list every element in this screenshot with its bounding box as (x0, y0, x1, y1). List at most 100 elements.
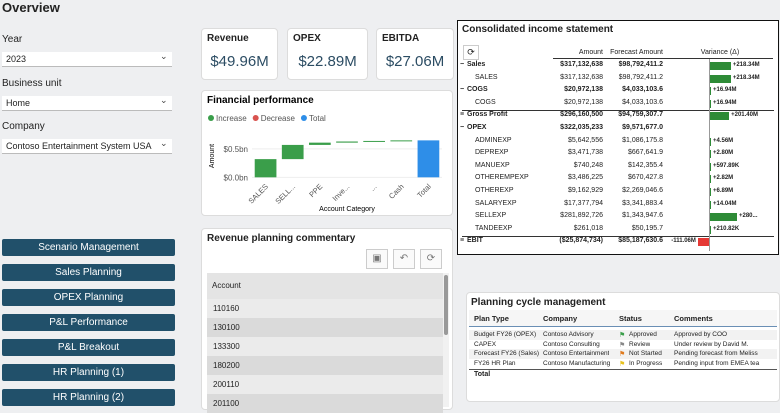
variance-bar (709, 74, 731, 83)
page-title: Overview (2, 0, 60, 15)
variance-label: +2.80M (713, 150, 734, 157)
financial-performance-card: Financial performance Increase Decrease Tot… (201, 90, 453, 216)
variance-bar (709, 200, 711, 209)
row-label: EBIT (467, 237, 483, 245)
row-label: OTHEREXP (475, 187, 514, 194)
status-cell: Not Started (629, 350, 662, 357)
row-rule (462, 236, 774, 238)
toolbar-button[interactable]: ↶ (393, 249, 415, 269)
forecast-cell: $9,571,677.0 (622, 124, 663, 131)
kpi-card: EBITDA $27.06M (376, 28, 454, 80)
amount-cell: $322,035,233 (560, 124, 603, 131)
kpi-value: $49.96M (210, 53, 269, 70)
refresh-icon[interactable]: ⟳ (463, 45, 479, 60)
account-cell: 200110 (213, 380, 240, 389)
status-flag: ⚑ (619, 351, 626, 358)
variance-bar (709, 175, 711, 184)
waterfall-chart: Financial performance Increase Decrease Tot… (207, 95, 442, 213)
variance-label: +280... (739, 213, 758, 220)
comment-cell: Pending input from EMEA tea (674, 359, 760, 367)
comment-table: Account 110160 130100 133300 180200 200110 201… (207, 273, 443, 413)
column-header: Forecast Amount (610, 49, 663, 56)
legend-label: Increase (216, 114, 247, 123)
scrollbar (443, 273, 449, 407)
forecast-cell: $1,343,947.6 (622, 212, 663, 220)
variance-label: +6.89M (713, 188, 734, 194)
forecast-cell: $4,033,103.6 (622, 98, 663, 106)
row-label: SELLEXP (475, 212, 507, 220)
amount-cell: $3,486,225 (567, 174, 603, 182)
y-tick-label: $0.0bn (224, 173, 248, 182)
dropdown[interactable]: Contoso Entertainment System USA (2, 139, 172, 154)
dropdown-chevron: ⌄ (160, 138, 168, 148)
header-rule (553, 58, 773, 59)
nav-button[interactable]: Sales Planning (2, 264, 175, 281)
variance-bar (709, 150, 711, 159)
toolbar-button[interactable]: ▣ (366, 249, 388, 269)
variance-bar (709, 188, 711, 196)
nav-button[interactable]: HR Planning (2) (2, 389, 175, 406)
kpi-label: Revenue (207, 33, 249, 44)
forecast-cell: $1,086,175.8 (622, 136, 663, 144)
variance-label: +14.04M (713, 200, 737, 207)
row-band (469, 339, 777, 349)
table-title: Consolidated income statement (462, 24, 614, 35)
y-tick-label: $0.5bn (224, 145, 248, 154)
total-rule (469, 369, 777, 370)
plan-cell: FY26 HR Plan (474, 359, 516, 367)
dropdown-chevron: ⌄ (160, 95, 168, 105)
bar (254, 159, 277, 178)
legend-dot (252, 115, 259, 121)
account-cell: 201100 (213, 399, 240, 408)
dropdown[interactable]: 2023 (2, 52, 172, 67)
variance-label: +2.82M (713, 175, 734, 182)
nav-button[interactable]: Scenario Management (2, 239, 175, 256)
nav-button[interactable]: P&L Performance (2, 314, 175, 331)
row-label: ADMINEXP (475, 136, 512, 144)
row-label: MANUEXP (475, 161, 510, 169)
nav-button[interactable]: P&L Breakout (2, 339, 175, 356)
bar (309, 142, 331, 145)
forecast-cell: $50,195.7 (631, 224, 663, 232)
amount-cell: $3,471,738 (567, 149, 603, 157)
column-header: Company (543, 314, 578, 323)
plan-cell: CAPEX (474, 340, 497, 348)
table-row: 201100 (207, 394, 443, 413)
chart-title: Financial performance (207, 95, 314, 106)
row-band (469, 349, 777, 359)
row-label: OTHEREMPEXP (475, 174, 529, 182)
filter-label: Business unit (2, 78, 62, 89)
company-cell: Contoso Entertainment (543, 350, 610, 357)
forecast-cell: $667,641.9 (627, 149, 663, 157)
amount-cell: ($25,874,734) (559, 237, 603, 245)
bar (336, 141, 358, 143)
amount-cell: $740,248 (573, 161, 603, 169)
row-label: COGS (467, 86, 488, 94)
table-row: 133300 (207, 337, 443, 356)
forecast-cell: $670,427.8 (627, 174, 663, 182)
variance-label: +210.82K (713, 225, 740, 232)
variance-label: +16.94M (713, 87, 737, 94)
variance-label: +4.56M (713, 137, 734, 144)
amount-cell: $296,160,500 (560, 111, 603, 119)
nav-button[interactable]: HR Planning (1) (2, 364, 175, 381)
bar (417, 140, 440, 178)
row-band (469, 358, 777, 368)
variance-label: -111.06M (671, 238, 696, 245)
variance-label: +597.89K (713, 162, 740, 169)
variance-bar (709, 62, 731, 70)
kpi-label: OPEX (293, 33, 321, 44)
nav-button[interactable]: OPEX Planning (2, 289, 175, 306)
variance-bar (709, 137, 711, 146)
toolbar-button[interactable]: ⟳ (420, 249, 442, 269)
dropdown[interactable]: Home (2, 96, 172, 111)
x-tick-label: Inve... (331, 182, 352, 203)
comment-cell: Pending forecast from Meliss (674, 350, 758, 357)
card-title: Planning cycle management (471, 297, 606, 308)
x-tick-label: Cash (387, 182, 406, 201)
amount-cell: $317,132,638 (560, 73, 603, 81)
header-band (469, 310, 777, 327)
variance-bar (697, 238, 709, 247)
kpi-value: $27.06M (385, 53, 445, 70)
